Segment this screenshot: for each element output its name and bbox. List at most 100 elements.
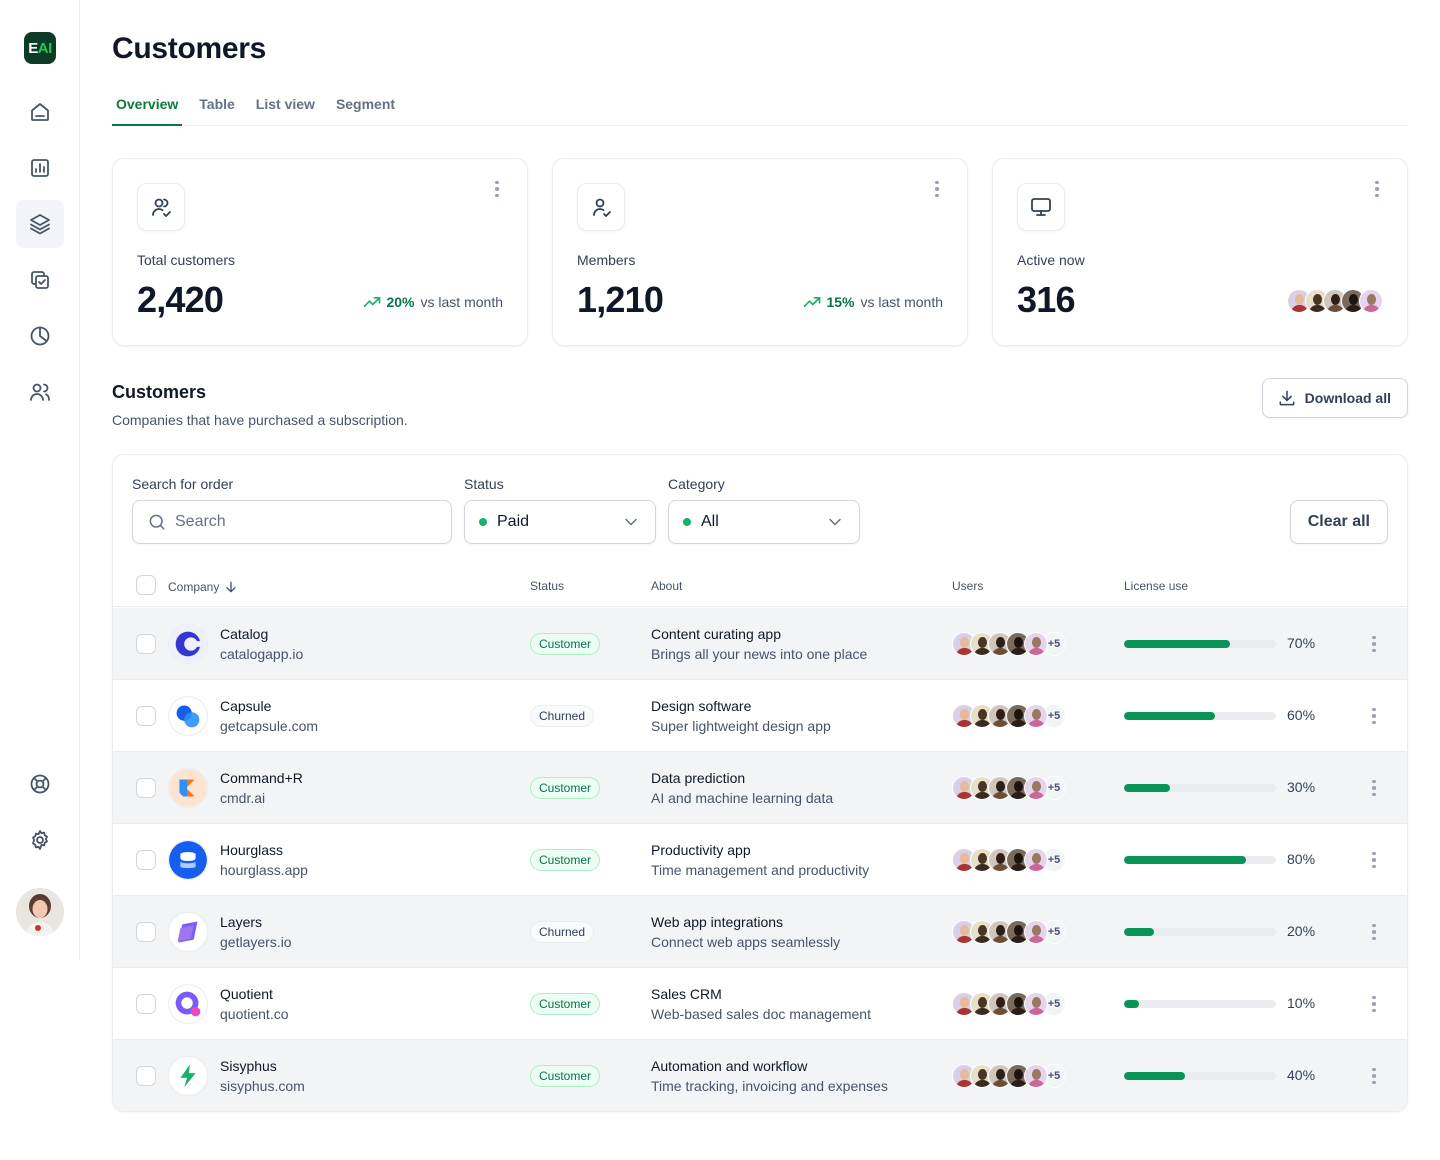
license-progress-fill — [1124, 784, 1170, 792]
about-title: Data prediction — [651, 770, 746, 786]
tab-overview[interactable]: Overview — [112, 86, 183, 126]
users-icon — [30, 383, 50, 401]
about-title: Sales CRM — [651, 986, 722, 1002]
tab-segment[interactable]: Segment — [335, 96, 396, 112]
status-badge: Customer — [530, 1065, 601, 1087]
card-icon-box — [137, 183, 185, 231]
company-name: Quotient — [220, 986, 273, 1002]
search-field[interactable] — [132, 500, 452, 544]
company-name: Sisyphus — [220, 1058, 277, 1074]
select-all-checkbox[interactable] — [136, 575, 156, 595]
about-subtitle: Super lightweight design app — [651, 718, 831, 734]
sidebar: E AI — [0, 0, 80, 960]
nav-support[interactable] — [16, 760, 64, 808]
card-icon-box — [1017, 183, 1065, 231]
user-check-icon — [152, 198, 171, 217]
status-badge: Churned — [530, 921, 595, 943]
table-row[interactable]: Sisyphus sisyphus.com Customer Automation a… — [113, 1040, 1407, 1111]
row-menu-button[interactable] — [1368, 1066, 1380, 1086]
row-menu-button[interactable] — [1368, 994, 1380, 1014]
table-row[interactable]: Layers getlayers.io Churned Web app integra… — [113, 896, 1407, 968]
row-menu-button[interactable] — [1368, 634, 1380, 654]
row-checkbox[interactable] — [136, 634, 156, 654]
trend-percent: 20% — [386, 294, 415, 310]
row-checkbox[interactable] — [136, 706, 156, 726]
nav-tasks[interactable] — [16, 256, 64, 304]
company-logo — [168, 984, 208, 1024]
license-progress-fill — [1124, 1000, 1140, 1008]
status-select[interactable]: Paid — [464, 500, 656, 544]
table-row[interactable]: Quotient quotient.co Customer Sales CRM Web-… — [113, 968, 1407, 1040]
row-checkbox[interactable] — [136, 1066, 156, 1086]
license-progress-track — [1124, 856, 1276, 864]
nav-projects[interactable] — [16, 200, 64, 248]
row-menu-button[interactable] — [1368, 706, 1380, 726]
column-company-label: Company — [168, 580, 220, 594]
search-label: Search for order — [132, 476, 234, 492]
card-menu-button[interactable] — [931, 179, 943, 199]
company-website: getlayers.io — [220, 934, 292, 950]
trend-comparison: vs last month — [860, 294, 943, 310]
row-users-avatars: +5 — [952, 632, 1066, 656]
app-logo[interactable]: E AI — [24, 32, 56, 64]
user-avatar[interactable] — [16, 888, 64, 936]
arrow-down-icon — [226, 581, 237, 593]
tab-list-view[interactable]: List view — [255, 96, 315, 112]
company-logo — [168, 912, 208, 952]
stat-value: 1,210 — [577, 279, 664, 320]
nav-users[interactable] — [16, 368, 64, 416]
tab-table[interactable]: Table — [199, 96, 235, 112]
about-subtitle: AI and machine learning data — [651, 790, 834, 806]
row-checkbox[interactable] — [136, 994, 156, 1014]
more-users-count: +5 — [1042, 1064, 1066, 1088]
nav-home[interactable] — [16, 88, 64, 136]
row-menu-button[interactable] — [1368, 778, 1380, 798]
license-progress-fill — [1124, 928, 1155, 936]
card-icon-box — [577, 183, 625, 231]
license-percent: 70% — [1287, 635, 1316, 651]
page-title: Customers — [112, 32, 267, 65]
more-users-count: +5 — [1042, 848, 1066, 872]
chevron-down-icon — [829, 518, 841, 526]
category-select[interactable]: All — [668, 500, 860, 544]
row-menu-button[interactable] — [1368, 922, 1380, 942]
row-users-avatars: +5 — [952, 1064, 1066, 1088]
row-checkbox[interactable] — [136, 922, 156, 942]
clear-all-button[interactable]: Clear all — [1289, 500, 1388, 544]
user-avatar-thumb — [1359, 289, 1383, 313]
chevron-down-icon — [625, 518, 637, 526]
license-percent: 80% — [1287, 851, 1316, 867]
stat-card-members: Members 1,210 15% vs last month — [552, 158, 968, 346]
user-avatar-thumb — [1024, 704, 1048, 728]
download-all-button[interactable]: Download all — [1261, 378, 1408, 418]
license-progress-fill — [1124, 712, 1216, 720]
table-row[interactable]: Capsule getcapsule.com Churned Design softw… — [113, 680, 1407, 752]
user-avatar-thumb — [1287, 289, 1311, 313]
company-name: Capsule — [220, 698, 272, 714]
trend-up-icon — [364, 297, 381, 307]
about-subtitle: Time tracking, invoicing and expenses — [651, 1078, 888, 1094]
nav-dashboard[interactable] — [16, 144, 64, 192]
stat-card-active-now: Active now 316 — [992, 158, 1408, 346]
stat-value: 316 — [1017, 279, 1075, 320]
search-input[interactable] — [175, 513, 425, 531]
gear-icon — [32, 830, 48, 850]
license-percent: 60% — [1287, 707, 1316, 723]
column-company[interactable]: Company — [168, 579, 239, 595]
nav-reporting[interactable] — [16, 312, 64, 360]
download-icon — [1279, 390, 1295, 406]
row-users-avatars: +5 — [952, 920, 1066, 944]
row-menu-button[interactable] — [1368, 850, 1380, 870]
card-menu-button[interactable] — [491, 179, 503, 199]
nav-settings[interactable] — [16, 816, 64, 864]
row-checkbox[interactable] — [136, 778, 156, 798]
card-menu-button[interactable] — [1371, 179, 1383, 199]
table-row[interactable]: Catalog catalogapp.io Customer Content cura… — [113, 608, 1407, 680]
user-avatar-thumb — [1024, 848, 1048, 872]
table-row[interactable]: Command+R cmdr.ai Customer Data prediction A… — [113, 752, 1407, 824]
company-logo — [168, 696, 208, 736]
user-avatar-thumb — [1024, 632, 1048, 656]
table-row[interactable]: Hourglass hourglass.app Customer Productivi… — [113, 824, 1407, 896]
layers-icon — [30, 214, 50, 235]
row-checkbox[interactable] — [136, 850, 156, 870]
